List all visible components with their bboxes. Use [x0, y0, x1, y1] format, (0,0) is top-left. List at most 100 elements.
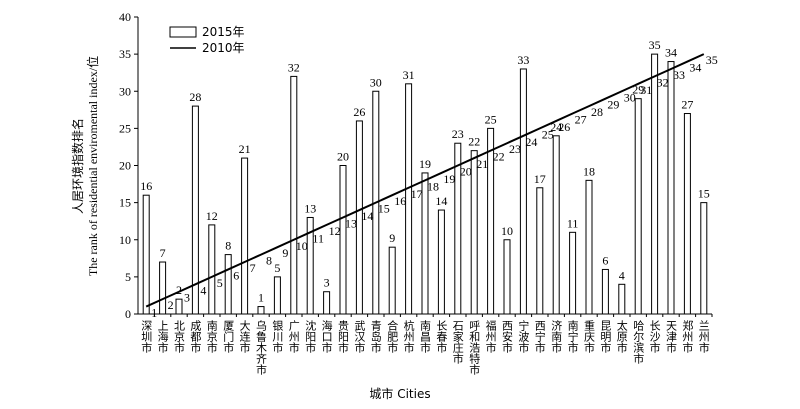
x-tick-label: 武汉市	[353, 320, 366, 354]
line-value-label: 34	[689, 61, 701, 75]
bar	[241, 157, 249, 315]
line-value-label: 31	[640, 83, 652, 97]
y-tick-label: 0	[125, 307, 131, 321]
y-tick-label: 30	[119, 84, 131, 98]
line-value-label: 15	[378, 202, 390, 216]
bar-value-label: 27	[681, 98, 693, 112]
line-value-label: 1	[151, 306, 157, 320]
line-value-label: 35	[706, 53, 718, 67]
line-value-label: 28	[591, 105, 603, 119]
bar	[323, 291, 331, 315]
x-tick-label: 长春市	[435, 320, 448, 354]
bar-value-label: 2	[176, 283, 182, 297]
y-tick-label: 15	[119, 196, 131, 210]
bar-value-label: 23	[452, 127, 464, 141]
y-tick-label: 40	[119, 10, 131, 24]
x-tick-label: 广州市	[287, 320, 300, 354]
x-tick-label: 杭州市	[402, 319, 415, 354]
y-tick-label: 35	[119, 47, 131, 61]
bar	[339, 165, 347, 315]
y-axis-label: 人居环境指数排名	[70, 118, 85, 214]
bar	[421, 172, 429, 315]
x-tick-label: 福州市	[484, 319, 497, 354]
x-tick-label: 西宁市	[533, 320, 546, 354]
x-tick-label: 宁波市	[517, 319, 530, 354]
bar	[355, 120, 363, 315]
bar-value-label: 31	[403, 68, 415, 82]
x-tick-label: 天津市	[665, 320, 678, 354]
bar	[569, 231, 577, 315]
bar	[224, 254, 232, 315]
line-value-label: 16	[394, 194, 406, 208]
line-value-label: 20	[460, 165, 472, 179]
x-tick-label: 大连市	[238, 319, 251, 354]
bar-value-label: 4	[619, 268, 625, 282]
bar-value-label: 34	[665, 46, 677, 60]
bar-value-label: 21	[239, 142, 251, 156]
bar-value-label: 32	[288, 60, 300, 74]
bar-value-label: 22	[468, 135, 480, 149]
line-value-label: 13	[345, 216, 357, 230]
bar-value-label: 5	[274, 261, 280, 275]
y-tick-label: 20	[119, 159, 131, 173]
x-tick-label: 银川市	[271, 319, 284, 354]
bar-value-label: 3	[324, 276, 330, 290]
line-value-label: 3	[184, 291, 190, 305]
line-value-label: 14	[361, 209, 373, 223]
line-value-label: 26	[558, 120, 570, 134]
x-tick-label: 呼和浩特市	[468, 320, 481, 376]
bar-value-label: 7	[160, 246, 166, 260]
x-tick-label: 南京市	[205, 320, 218, 354]
line-value-label: 12	[329, 224, 341, 238]
line-value-label: 21	[476, 157, 488, 171]
bar-value-label: 16	[140, 179, 152, 193]
x-axis-label: 城市 Cities	[369, 386, 430, 401]
line-value-label: 22	[493, 150, 505, 164]
bar	[601, 268, 609, 315]
bar	[552, 135, 560, 315]
bar-value-label: 18	[583, 164, 595, 178]
bar	[503, 239, 511, 315]
x-tick-label: 沈阳市	[304, 319, 317, 354]
bar	[142, 194, 150, 315]
bar	[273, 276, 281, 315]
bar-value-label: 25	[485, 112, 497, 126]
legend-swatch	[169, 26, 197, 38]
line-value-label: 17	[411, 187, 423, 201]
x-tick-label: 重庆市	[583, 319, 596, 354]
bar	[634, 98, 642, 315]
bar	[437, 209, 445, 315]
bar	[191, 105, 199, 315]
line-value-label: 32	[657, 75, 669, 89]
x-tick-label: 石家庄市	[451, 320, 464, 365]
bar-value-label: 33	[517, 53, 529, 67]
bar	[159, 261, 167, 315]
bar	[585, 179, 593, 315]
bar	[519, 68, 527, 315]
x-tick-label: 郑州市	[681, 319, 694, 354]
x-tick-label: 乌鲁木齐市	[255, 319, 268, 376]
bar	[700, 202, 708, 315]
line	[145, 53, 705, 308]
line-value-label: 9	[282, 246, 288, 260]
line-value-label: 4	[200, 283, 206, 297]
bar-value-label: 6	[602, 253, 608, 267]
bar-value-label: 35	[649, 38, 661, 52]
x-tick-label: 昆明市	[599, 320, 612, 354]
bar	[208, 224, 216, 315]
bar-value-label: 28	[189, 90, 201, 104]
bar-value-label: 10	[501, 224, 513, 238]
line-value-label: 8	[266, 254, 272, 268]
bar-value-label: 9	[389, 231, 395, 245]
line-value-label: 7	[250, 261, 256, 275]
bar	[470, 150, 478, 315]
legend-label: 2015年	[202, 25, 245, 39]
bar	[618, 283, 626, 315]
y-axis-label: The rank of residential enviromental ind…	[85, 56, 100, 276]
bar	[175, 298, 183, 315]
line-value-label: 5	[217, 276, 223, 290]
bar-value-label: 26	[353, 105, 365, 119]
line-value-label: 6	[233, 268, 239, 282]
x-tick-label: 成都市	[189, 320, 202, 354]
